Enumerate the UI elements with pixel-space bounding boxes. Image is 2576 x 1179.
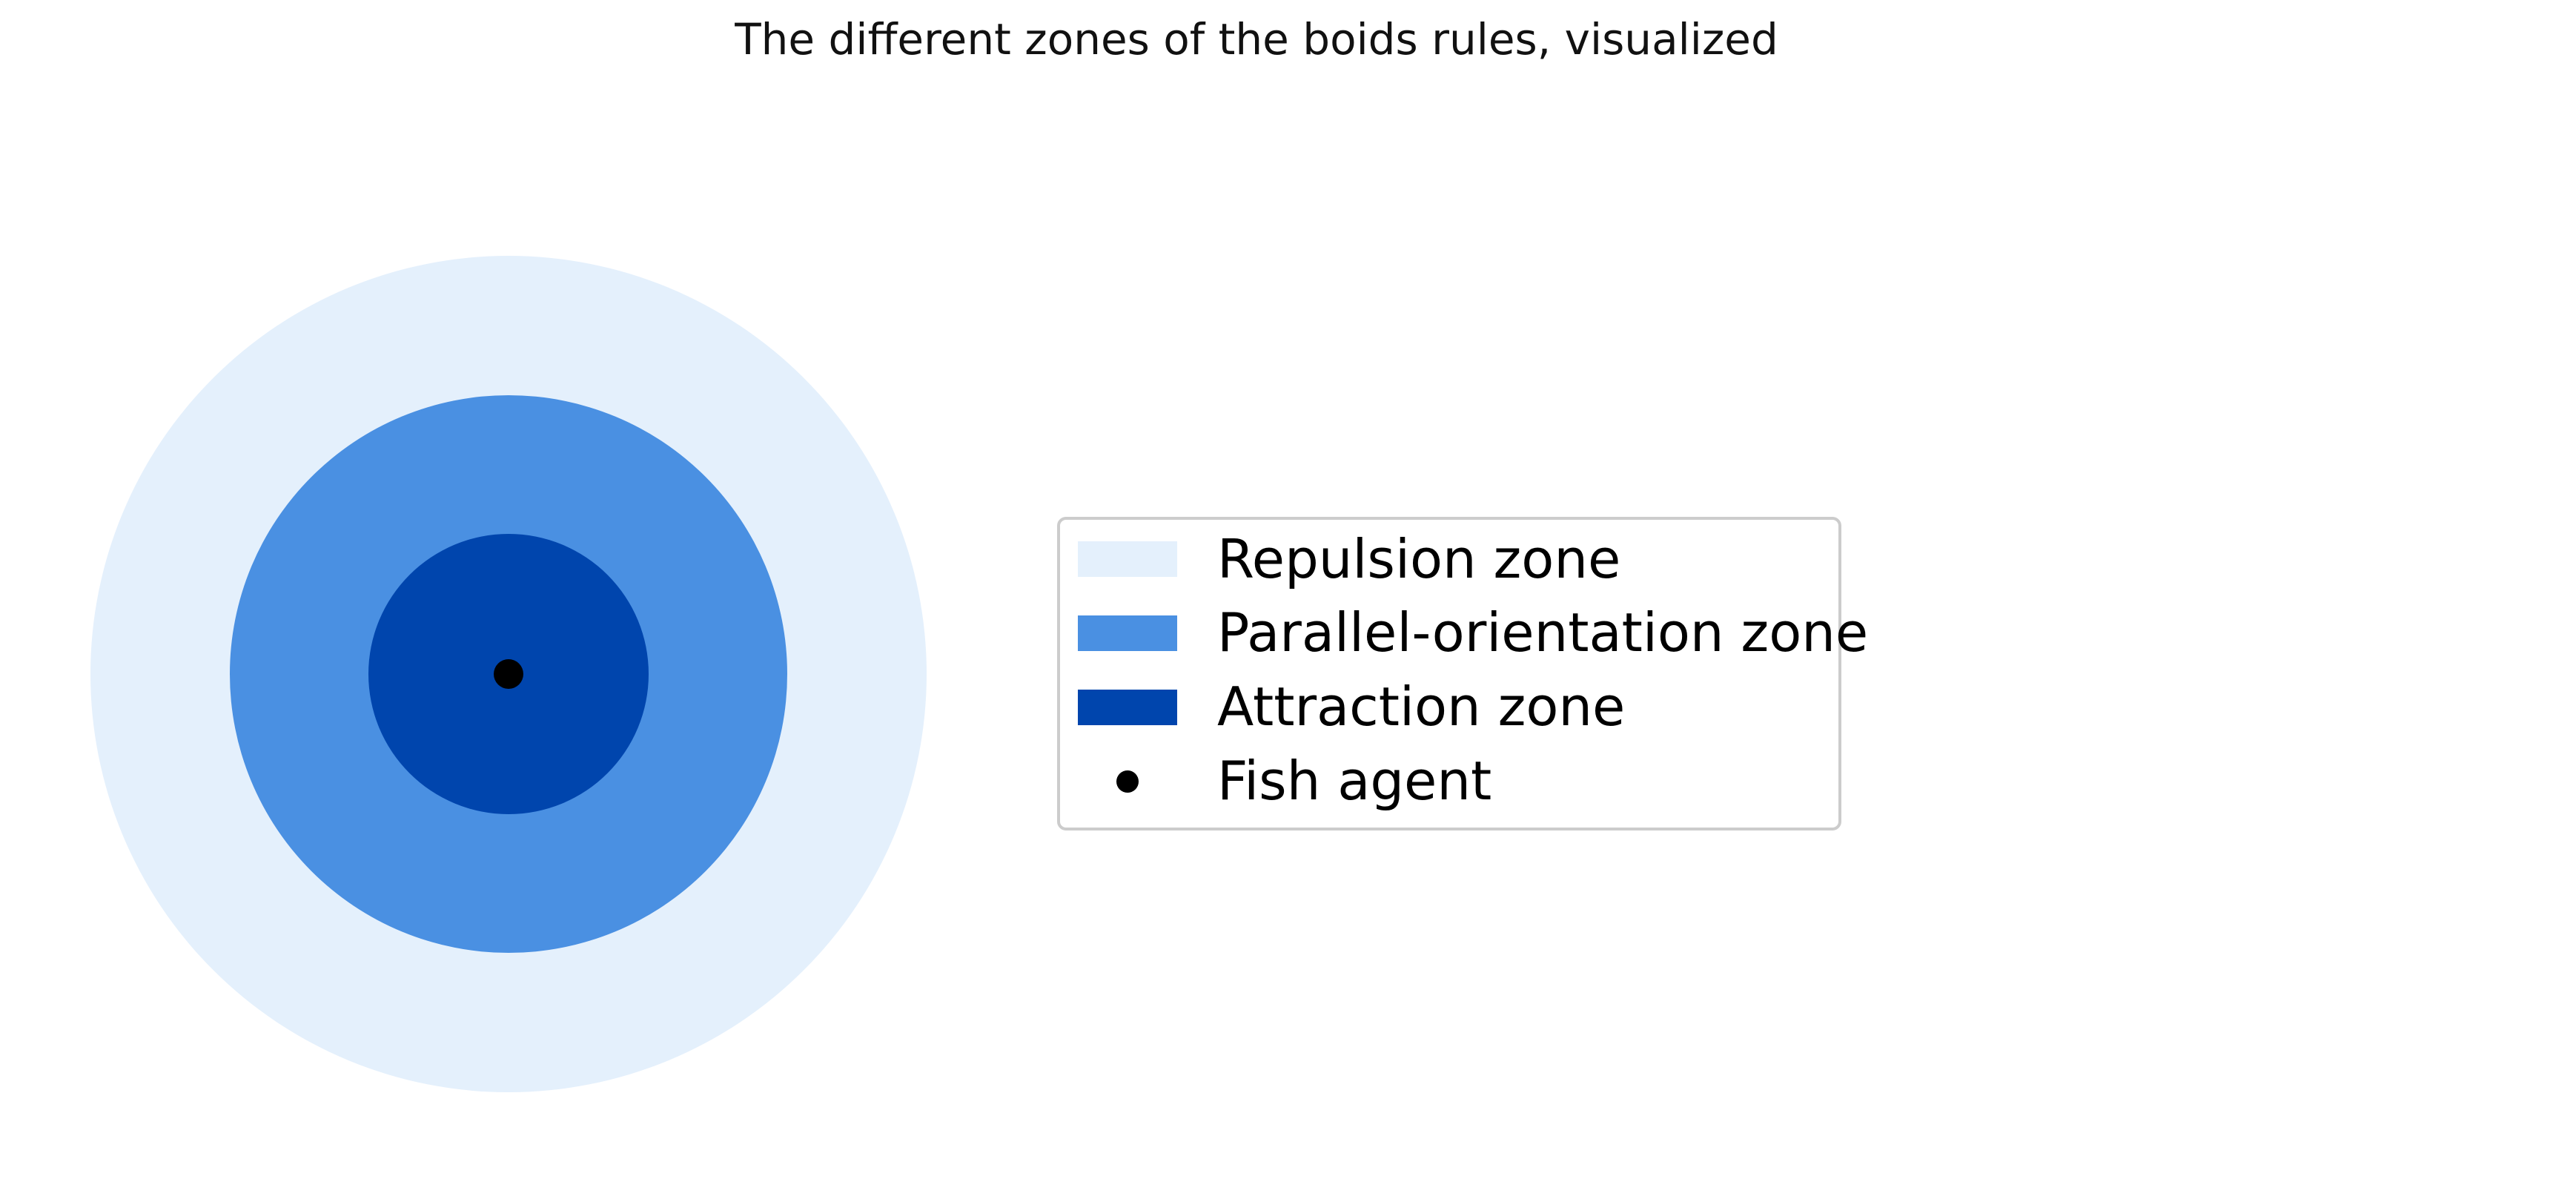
legend-marker-fish-agent <box>1116 770 1139 793</box>
legend-swatch-attraction <box>1078 690 1177 725</box>
legend-label-parallel-orientation: Parallel-orientation zone <box>1217 601 1868 664</box>
legend-label-repulsion: Repulsion zone <box>1217 528 1620 590</box>
legend-label-attraction: Attraction zone <box>1217 676 1625 738</box>
legend: Repulsion zone Parallel-orientation zone… <box>1057 517 1868 830</box>
diagram-title: The different zones of the boids rules, … <box>734 14 1778 65</box>
legend-swatch-parallel-orientation <box>1078 615 1177 651</box>
legend-swatch-repulsion <box>1078 541 1177 577</box>
zones-group <box>90 256 927 1092</box>
fish-agent-dot <box>494 659 523 689</box>
legend-frame <box>1057 517 1841 830</box>
legend-label-fish-agent: Fish agent <box>1217 750 1491 812</box>
